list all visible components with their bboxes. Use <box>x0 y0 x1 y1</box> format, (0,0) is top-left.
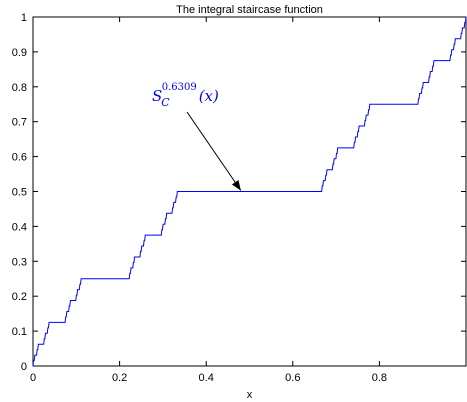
y-tick-label: 0 <box>21 361 27 373</box>
x-axis-label: x <box>247 389 253 401</box>
y-tick-label: 1 <box>21 12 27 24</box>
y-tick-label: 0.7 <box>12 117 27 129</box>
annotation-arrowhead <box>231 179 241 191</box>
x-tick-label: 0.2 <box>112 372 127 384</box>
y-tick-labels: 0 0.1 0.2 0.3 0.4 0.5 0.6 0.7 0.8 0.9 1 <box>12 12 27 373</box>
chart-title: The integral staircase function <box>176 4 323 16</box>
annotation-text: SC0.6309 (x) <box>152 82 219 109</box>
x-tick-labels: 0 0.2 0.4 0.6 0.8 <box>30 372 387 384</box>
axis-ticks <box>32 16 466 367</box>
y-tick-label: 0.5 <box>12 187 27 199</box>
y-tick-label: 0.1 <box>12 326 27 338</box>
annotation-label: SC0.6309 (x) <box>152 82 219 109</box>
staircase-line <box>32 16 467 367</box>
y-tick-label: 0.8 <box>12 82 27 94</box>
annotation-arrow <box>186 111 242 191</box>
y-tick-label: 0.2 <box>12 291 27 303</box>
y-tick-label: 0.9 <box>12 47 27 59</box>
x-tick-label: 0.4 <box>199 372 214 384</box>
y-tick-label: 0.6 <box>12 152 27 164</box>
x-tick-label: 0.6 <box>285 372 300 384</box>
y-tick-label: 0.4 <box>12 221 27 233</box>
y-tick-label: 0.3 <box>12 256 27 268</box>
x-tick-label: 0 <box>30 372 36 384</box>
x-tick-label: 0.8 <box>372 372 387 384</box>
